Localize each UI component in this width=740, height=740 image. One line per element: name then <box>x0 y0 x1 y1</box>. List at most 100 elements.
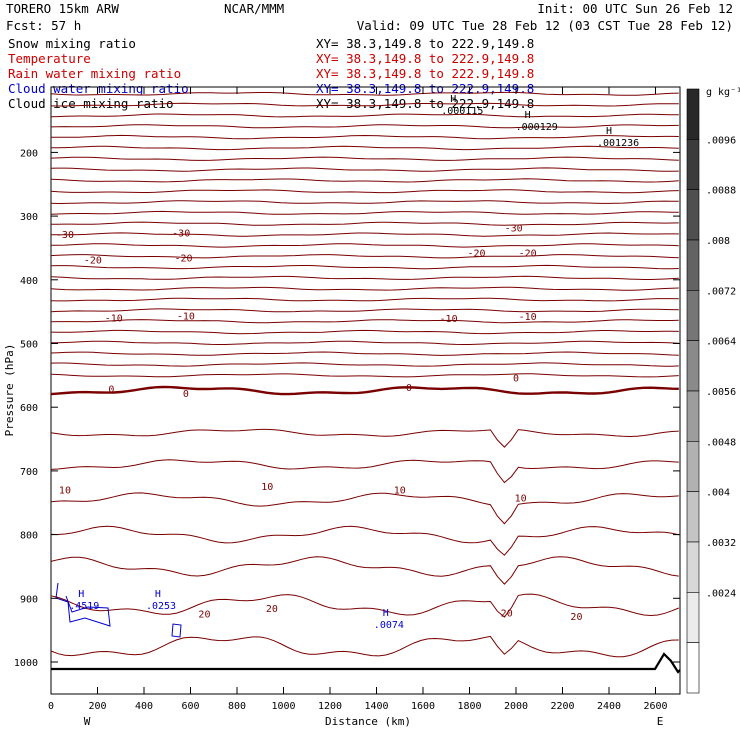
temperature-contour <box>50 329 679 335</box>
temperature-contour <box>51 340 679 345</box>
temperature-label: 0 <box>183 389 189 400</box>
cloud-water-contour <box>171 623 182 638</box>
colorbar-tick-label: .004 <box>706 488 730 499</box>
x-tick-label: 1200 <box>318 701 342 712</box>
colorbar-swatch <box>686 390 700 442</box>
field-name: Snow mixing ratio <box>8 36 136 51</box>
y-axis-title: Pressure (hPa) <box>3 344 16 437</box>
colorbar-swatch <box>686 642 700 694</box>
colorbar-swatch <box>686 290 700 341</box>
colorbar-swatch <box>686 189 700 241</box>
temperature-contour <box>50 221 679 226</box>
x-tick-label: 400 <box>135 701 153 712</box>
temperature-contour <box>50 308 679 313</box>
colorbar-swatch <box>686 340 700 392</box>
temperature-contour <box>50 91 679 96</box>
temperature-contour <box>50 492 679 525</box>
temperature-contour <box>50 210 679 215</box>
temperature-label: 20 <box>501 608 513 619</box>
temperature-contour <box>50 243 679 248</box>
temperature-contour <box>50 286 679 291</box>
field-legend: Snow mixing ratio XY= 38.3,149.8 to 222.9… <box>8 36 534 111</box>
maximum-value: .000115 <box>441 106 483 117</box>
y-tick-label: 1000 <box>14 658 38 669</box>
maximum-mark: H <box>450 94 456 105</box>
temperature-contour <box>50 428 679 448</box>
terrain-line <box>51 652 681 674</box>
temperature-contour <box>50 319 679 324</box>
temperature-contour <box>50 525 679 556</box>
temperature-label: 0 <box>406 383 412 394</box>
y-tick-label: 500 <box>20 340 38 351</box>
colorbar-swatch <box>686 88 700 140</box>
colorbar-swatch <box>686 491 700 543</box>
forecast-hour: Fcst: 57 h <box>6 18 81 33</box>
maxima-labels: H.000115 H.000129 H.001236H.4519H.0253H.00… <box>69 94 639 631</box>
x-tick-label: 2400 <box>597 701 621 712</box>
temperature-label: 10 <box>59 485 71 496</box>
y-tick-label: 700 <box>20 467 38 478</box>
colorbar-tick-label: .0064 <box>706 337 736 348</box>
x-tick-label: 200 <box>88 701 106 712</box>
temperature-contour <box>50 178 679 183</box>
colorbar-tick-label: .0056 <box>706 387 736 398</box>
x-tick-label: 1000 <box>271 701 295 712</box>
x-tick-label: 600 <box>181 701 199 712</box>
colorbar-swatch <box>686 592 700 643</box>
temperature-contour <box>50 200 679 205</box>
temperature-contour <box>51 232 679 237</box>
maximum-mark: H <box>383 608 389 619</box>
x-tick-label: 1400 <box>364 701 388 712</box>
field-xy: XY= 38.3,149.8 to 222.9,149.8 <box>316 36 534 51</box>
temperature-label: -30 <box>505 224 523 235</box>
x-tick-label: 2000 <box>504 701 528 712</box>
x-tick-label: 2200 <box>550 701 574 712</box>
temperature-label: 10 <box>394 485 406 496</box>
temperature-label: 10 <box>261 482 273 493</box>
temperature-contour <box>50 362 679 367</box>
colorbar-swatch <box>686 541 700 593</box>
y-tick-label: 900 <box>20 594 38 605</box>
field-name: Cloud ice mixing ratio <box>8 96 174 111</box>
temperature-contour <box>50 459 679 484</box>
temperature-label: -20 <box>174 254 192 265</box>
temperature-label: -10 <box>440 314 458 325</box>
cloud-water-contour <box>55 582 111 627</box>
temperature-contour <box>50 373 679 378</box>
temperature-contour <box>50 556 679 585</box>
temperature-label: -20 <box>519 248 537 259</box>
temperature-label: 20 <box>570 612 582 623</box>
x-axis-title: Distance (km) <box>325 715 411 728</box>
maximum-value: .000129 <box>516 122 558 133</box>
temperature-contour <box>50 102 679 107</box>
x-tick-label: 1600 <box>411 701 435 712</box>
temperature-contour <box>50 275 679 280</box>
field-xy: XY= 38.3,149.8 to 222.9,149.8 <box>316 51 534 66</box>
org-label: NCAR/MMM <box>224 1 284 16</box>
temperature-contour <box>50 113 679 118</box>
temperature-label: -10 <box>105 313 123 324</box>
x-tick-label: 800 <box>228 701 246 712</box>
temperature-contour <box>50 351 679 356</box>
field-xy: XY= 38.3,149.8 to 222.9,149.8 <box>316 66 534 81</box>
y-tick-label: 400 <box>20 276 38 287</box>
y-tick-label: 600 <box>20 403 38 414</box>
colorbar: .0096 .0088 .008 .0072 .0064 .0056 .0048 .004 .0… <box>686 88 736 694</box>
maximum-mark: H <box>78 589 84 600</box>
valid-time: Valid: 09 UTC Tue 28 Feb 12 (03 CST Tue … <box>357 18 733 33</box>
temperature-label: -30 <box>172 229 190 240</box>
x-axis: 0 200 400 600 800 1000 1200 1400 1600 1800 2000 220… <box>48 87 668 712</box>
x-tick-label: 2600 <box>643 701 667 712</box>
colorbar-swatch <box>686 441 700 492</box>
temperature-label: 0 <box>108 385 114 396</box>
field-name: Rain water mixing ratio <box>8 66 181 81</box>
colorbar-tick-label: .0048 <box>706 437 736 448</box>
maximum-value: .4519 <box>69 601 99 612</box>
temperature-contour <box>50 635 679 658</box>
colorbar-tick-label: .008 <box>706 236 730 247</box>
x-tick-label: 1800 <box>457 701 481 712</box>
colorbar-tick-label: .0072 <box>706 286 736 297</box>
y-tick-label: 200 <box>20 148 38 159</box>
temperature-contour <box>50 124 679 129</box>
temperature-label: -10 <box>519 312 537 323</box>
